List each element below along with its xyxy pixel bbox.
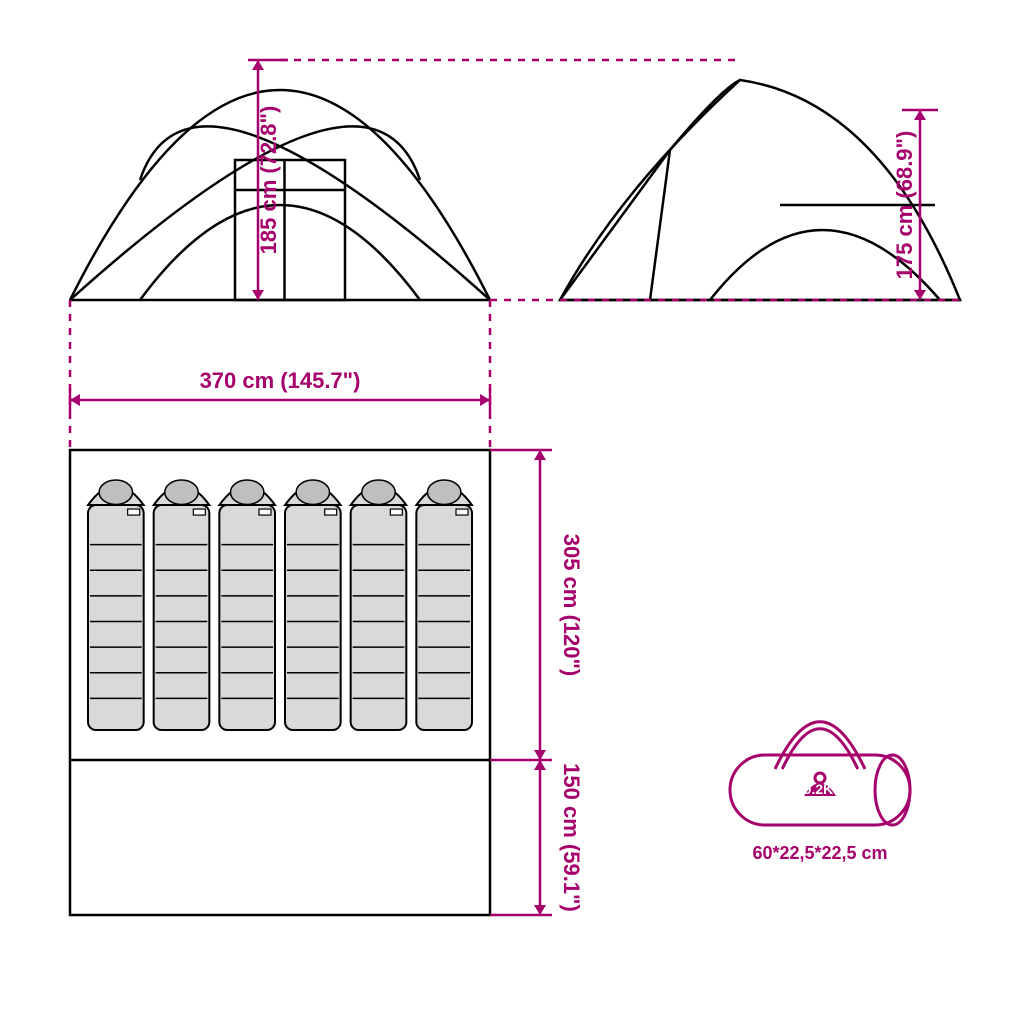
sleeping-bag xyxy=(88,480,144,730)
sleeping-bag xyxy=(416,480,472,730)
width-label: 370 cm (145.7") xyxy=(200,368,361,393)
bag-size-label: 60*22,5*22,5 cm xyxy=(752,843,887,863)
weight-label: 10.2KG xyxy=(796,781,844,797)
sleeping-bag xyxy=(351,480,407,730)
sleeping-bag xyxy=(154,480,210,730)
depth-main-label: 305 cm (120") xyxy=(559,534,584,677)
sleeping-bag xyxy=(219,480,275,730)
front-height-label: 185 cm (72.8") xyxy=(256,106,281,255)
side-height-label: 175 cm (68.9") xyxy=(892,131,917,280)
sleeping-bag xyxy=(285,480,341,730)
depth-vestibule-label: 150 cm (59.1") xyxy=(559,763,584,912)
